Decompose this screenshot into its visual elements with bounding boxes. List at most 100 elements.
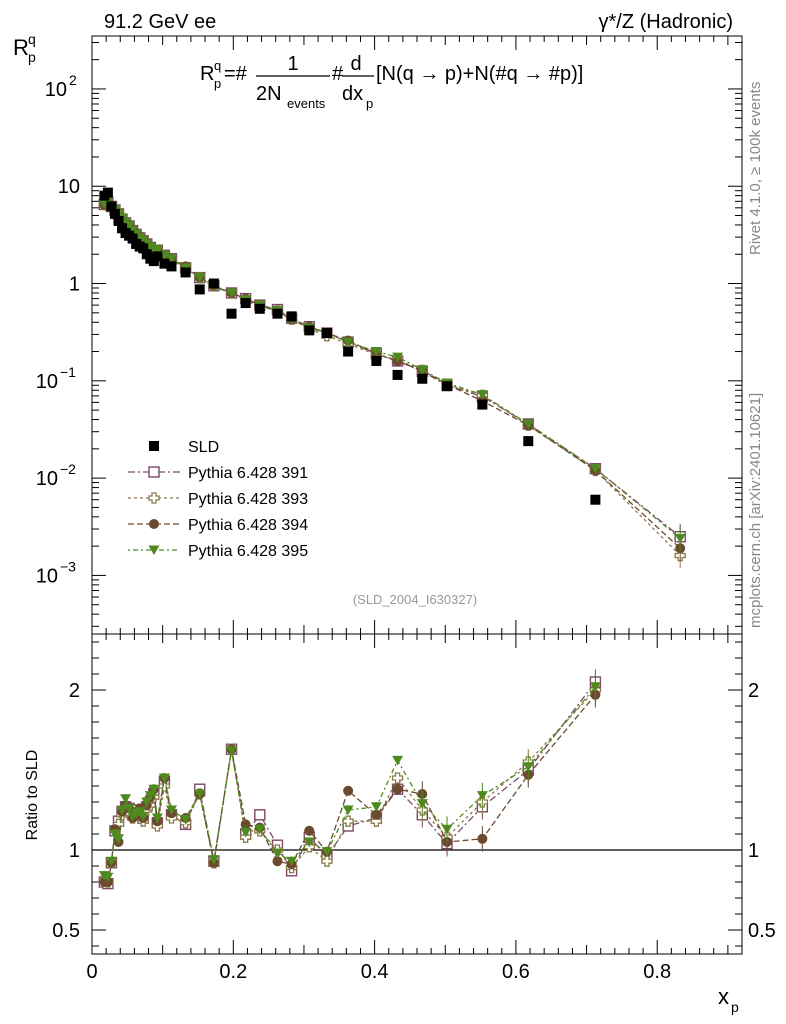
- ratio-point: [194, 789, 206, 799]
- sld-point: [106, 201, 117, 212]
- svg-text:x: x: [718, 984, 729, 1009]
- x-tick-label: 0: [86, 961, 97, 983]
- svg-text:10: 10: [36, 371, 58, 393]
- sld-point: [371, 355, 382, 366]
- ratio-point: [120, 794, 132, 804]
- svg-text:p: p: [214, 76, 221, 91]
- ratio-point: [102, 872, 114, 883]
- svg-text:1: 1: [69, 274, 80, 296]
- svg-text:1: 1: [287, 53, 298, 75]
- main-point: [342, 337, 354, 348]
- sld-point: [194, 284, 205, 295]
- x-tick-label: 0.8: [643, 961, 671, 983]
- sld-point: [590, 494, 601, 505]
- svg-text:p: p: [366, 96, 373, 111]
- main-point: [392, 352, 404, 363]
- svg-text:−2: −2: [60, 461, 76, 477]
- legend-entry: Pythia 6.428 394: [128, 517, 308, 534]
- svg-text:−1: −1: [60, 364, 76, 380]
- ratio-point: [240, 827, 252, 838]
- header-energy-label: 91.2 GeV ee: [104, 11, 216, 33]
- ratio-point: [392, 755, 404, 766]
- sld-point: [286, 311, 297, 322]
- legend-marker: [149, 441, 159, 451]
- ratio-y-tick-label-right: 2: [748, 680, 759, 702]
- svg-text:10: 10: [45, 79, 67, 101]
- main-series-line: [104, 201, 681, 538]
- ratio-point: [144, 791, 156, 801]
- main-point: [165, 254, 177, 264]
- sld-point: [304, 325, 315, 336]
- svg-text:−3: −3: [60, 558, 76, 574]
- ratio-point: [370, 802, 382, 812]
- ratio-point: [441, 824, 453, 835]
- main-point: [194, 273, 206, 283]
- sld-point: [102, 187, 113, 198]
- ratio-point: [208, 855, 220, 865]
- svg-text:10: 10: [36, 468, 58, 490]
- main-point: [416, 365, 428, 375]
- ratio-series-395: [98, 674, 601, 883]
- x-tick-label: 0.4: [361, 961, 389, 983]
- svg-text:events: events: [287, 96, 326, 111]
- ratio-series-394: [99, 682, 601, 887]
- ratio-y-axis-label: Ratio to SLD: [24, 750, 41, 841]
- ratio-y-tick-label: 0.5: [52, 920, 80, 942]
- ratio-point: [109, 829, 121, 839]
- ratio-point: [589, 682, 601, 692]
- ratio-point: [105, 856, 117, 867]
- svg-text:dx: dx: [342, 83, 363, 105]
- y-tick-label: 10 −2: [36, 461, 76, 490]
- ratio-point: [391, 772, 404, 784]
- sld-point: [113, 215, 124, 226]
- ratio-point: [371, 809, 382, 820]
- y-tick-label: 10 −3: [36, 558, 76, 587]
- ratio-point: [271, 848, 283, 859]
- legend-entry: SLD: [149, 439, 219, 456]
- sld-point: [127, 233, 138, 244]
- ratio-point: [226, 746, 238, 756]
- ratio-point: [137, 811, 149, 822]
- ratio-point: [321, 847, 333, 857]
- svg-text:10: 10: [36, 565, 58, 587]
- main-point: [589, 464, 601, 474]
- legend-marker: [148, 466, 160, 478]
- sld-point: [159, 258, 170, 269]
- legend-marker: [149, 519, 159, 529]
- sld-point: [109, 208, 120, 219]
- sld-point: [417, 373, 428, 384]
- main-point: [151, 245, 163, 256]
- sld-point: [240, 298, 251, 309]
- sld-point: [180, 267, 191, 278]
- ratio-point: [240, 819, 251, 830]
- ratio-point: [342, 805, 354, 815]
- sld-point: [226, 308, 237, 319]
- x-tick-label: 0.2: [219, 961, 247, 983]
- svg-text:#: #: [332, 63, 344, 85]
- ratio-point: [151, 813, 163, 823]
- ratio-point: [254, 809, 266, 821]
- ratio-point: [476, 791, 488, 801]
- rivet-version-label: Rivet 4.1.0, ≥ 100k events: [747, 82, 764, 255]
- svg-text:R: R: [13, 35, 29, 60]
- ratio-y-tick-label-right: 1: [748, 840, 759, 862]
- main-point: [370, 347, 382, 357]
- svg-text:=#: =#: [224, 63, 248, 85]
- ratio-point: [522, 762, 534, 772]
- ratio-point: [134, 807, 146, 817]
- y-tick-label: 1: [69, 274, 80, 296]
- mcplots-credit-label: mcplots.cern.ch [arXiv:2401.10621]: [747, 393, 764, 628]
- legend-entry: Pythia 6.428 395: [128, 543, 308, 560]
- svg-text:R: R: [200, 63, 214, 85]
- legend-label: Pythia 6.428 394: [188, 517, 308, 534]
- svg-text:10: 10: [58, 176, 80, 198]
- main-point: [226, 288, 238, 298]
- y-tick-label: 10 −1: [36, 364, 76, 393]
- ratio-point: [286, 856, 298, 867]
- svg-text:2: 2: [69, 72, 77, 88]
- svg-text:q: q: [28, 31, 36, 47]
- ratio-point: [303, 837, 315, 847]
- ratio-point: [123, 803, 135, 814]
- sld-point: [254, 303, 265, 314]
